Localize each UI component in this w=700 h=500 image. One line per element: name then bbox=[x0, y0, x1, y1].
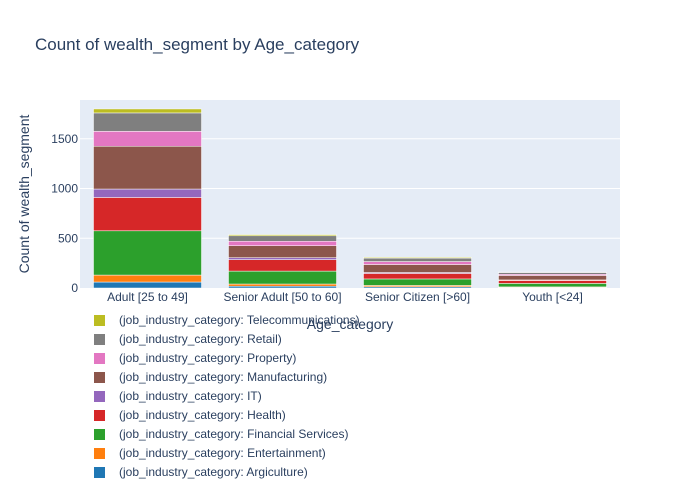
bar-segment bbox=[228, 257, 337, 260]
legend-label: (job_industry_category: Property) bbox=[119, 351, 297, 365]
bar-segment bbox=[93, 188, 202, 198]
legend-swatch bbox=[94, 315, 105, 326]
bar-segment bbox=[228, 270, 337, 285]
bar-segment bbox=[498, 272, 607, 275]
legend-item[interactable]: (job_industry_category: Health) bbox=[94, 407, 394, 426]
legend-swatch bbox=[94, 410, 105, 421]
bar-segment bbox=[93, 108, 202, 114]
bar-segment bbox=[363, 264, 472, 273]
x-tick-label: Senior Citizen [>60] bbox=[365, 290, 470, 304]
legend-item[interactable]: (job_industry_category: Telecommunicatio… bbox=[94, 312, 394, 331]
legend-label: (job_industry_category: Health) bbox=[119, 408, 286, 422]
chart-title: Count of wealth_segment by Age_category bbox=[35, 35, 360, 54]
legend-label: (job_industry_category: Telecommunicatio… bbox=[119, 313, 360, 327]
bar-segment bbox=[363, 257, 472, 262]
legend: (job_industry_category: Telecommunicatio… bbox=[94, 312, 394, 483]
bar-segment bbox=[93, 274, 202, 283]
x-axis-title: Age_category bbox=[306, 316, 394, 332]
y-tick-label: 1500 bbox=[51, 132, 78, 146]
legend-item[interactable]: (job_industry_category: Manufacturing) bbox=[94, 369, 394, 388]
legend-item[interactable]: (job_industry_category: Argiculture) bbox=[94, 464, 394, 483]
x-tick-label: Adult [25 to 49] bbox=[107, 290, 188, 304]
x-tick-label: Youth [<24] bbox=[522, 290, 583, 304]
legend-item[interactable]: (job_industry_category: Property) bbox=[94, 350, 394, 369]
bar-segment bbox=[228, 285, 337, 289]
legend-swatch bbox=[94, 467, 105, 478]
bar-segment bbox=[93, 197, 202, 232]
legend-label: (job_industry_category: Manufacturing) bbox=[119, 370, 328, 384]
bar-segment bbox=[93, 146, 202, 190]
x-tick-label: Senior Adult [50 to 60] bbox=[223, 290, 341, 304]
bar-segment bbox=[228, 283, 337, 287]
bar-segment bbox=[228, 240, 337, 246]
bar-segment bbox=[498, 280, 607, 284]
y-axis-title: Count of wealth_segment bbox=[16, 114, 32, 274]
bar-segment bbox=[93, 230, 202, 276]
legend-swatch bbox=[94, 334, 105, 345]
bar-segment bbox=[228, 235, 337, 242]
legend-item[interactable]: (job_industry_category: Entertainment) bbox=[94, 445, 394, 464]
bar-segment bbox=[93, 131, 202, 147]
bar-segment bbox=[363, 273, 472, 280]
legend-swatch bbox=[94, 448, 105, 459]
legend-label: (job_industry_category: IT) bbox=[119, 389, 262, 403]
legend-label: (job_industry_category: Argiculture) bbox=[119, 465, 308, 479]
bar-segment bbox=[363, 261, 472, 265]
legend-swatch bbox=[94, 391, 105, 402]
legend-label: (job_industry_category: Retail) bbox=[119, 332, 282, 346]
legend-swatch bbox=[94, 372, 105, 383]
bar-segment bbox=[363, 257, 472, 259]
legend-item[interactable]: (job_industry_category: Retail) bbox=[94, 331, 394, 350]
y-tick-label: 1000 bbox=[51, 182, 78, 196]
bar-segment bbox=[363, 278, 472, 286]
legend-label: (job_industry_category: Financial Servic… bbox=[119, 427, 349, 441]
bar-segment bbox=[93, 281, 202, 289]
bar-segment bbox=[93, 112, 202, 132]
bar-segment bbox=[228, 234, 337, 237]
legend-item[interactable]: (job_industry_category: Financial Servic… bbox=[94, 426, 394, 445]
bar-segment bbox=[228, 259, 337, 272]
y-tick-label: 0 bbox=[71, 281, 78, 295]
legend-swatch bbox=[94, 429, 105, 440]
legend-label: (job_industry_category: Entertainment) bbox=[119, 446, 326, 460]
bar-segment bbox=[498, 283, 607, 288]
y-tick-label: 500 bbox=[58, 231, 78, 245]
legend-swatch bbox=[94, 353, 105, 364]
bar-segment bbox=[498, 275, 607, 281]
bar-segment bbox=[228, 245, 337, 258]
legend-item[interactable]: (job_industry_category: IT) bbox=[94, 388, 394, 407]
